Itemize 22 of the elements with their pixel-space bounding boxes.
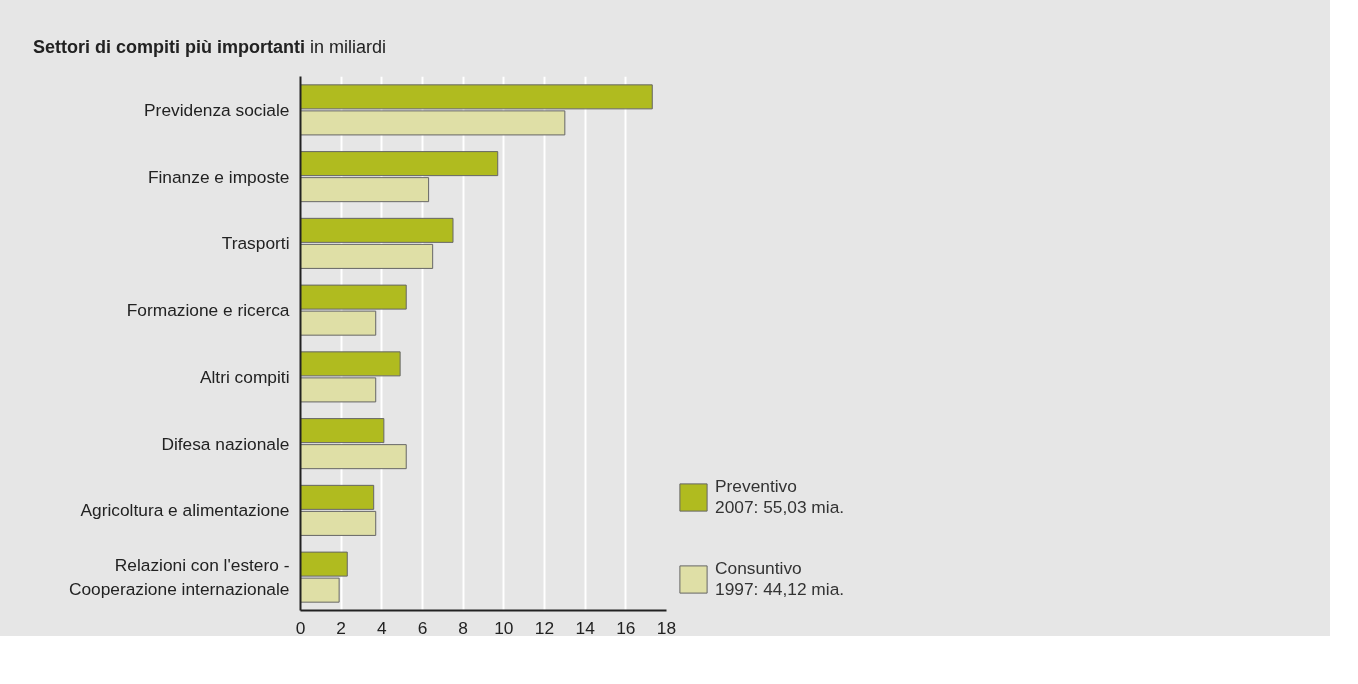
x-tick-label: 0 (295, 617, 306, 638)
y-tick-label: Trasporti (221, 233, 290, 254)
y-tick-label: Altri compiti (199, 366, 290, 387)
x-tick-label: 10 (494, 617, 514, 638)
legend-label: Consuntivo 1997: 44,12 mia. (715, 557, 845, 600)
y-tick-label: Previdenza sociale (144, 99, 290, 120)
x-tick-label: 18 (656, 617, 677, 638)
chart-title: Settori di compiti più importanti (33, 37, 305, 57)
x-tick-label: 12 (534, 617, 555, 638)
y-tick-label: Difesa nazionale (161, 433, 290, 454)
x-tick-label: 16 (616, 617, 636, 638)
x-tick-label: 4 (377, 617, 388, 638)
y-tick-label: Relazioni con l'estero - Cooperazione internazionale (68, 554, 290, 599)
x-tick-label: 2 (336, 617, 346, 638)
y-tick-label: Formazione e ricerca (126, 299, 290, 320)
x-tick-label: 6 (417, 617, 428, 638)
chart-subtitle: in miliardi (310, 37, 387, 57)
y-tick-label: Agricoltura e alimentazione (80, 500, 290, 521)
x-tick-label: 14 (575, 617, 596, 638)
legend-label: Preventivo 2007: 55,03 mia. (715, 475, 845, 518)
x-tick-label: 8 (458, 617, 468, 638)
y-tick-label: Finanze e imposte (147, 166, 290, 187)
